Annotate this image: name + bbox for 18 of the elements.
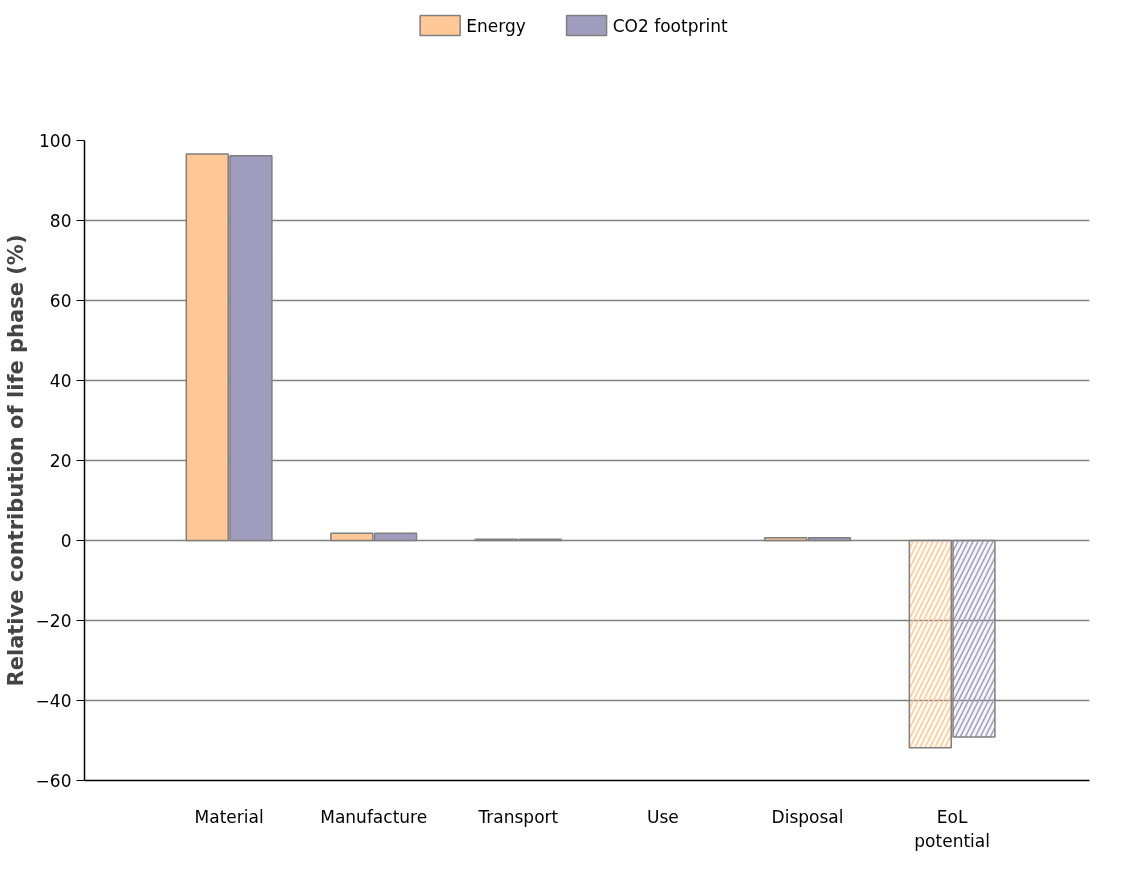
legend-label: Energy — [466, 15, 526, 36]
y-tick-label: 80 — [49, 211, 72, 231]
y-tick-label: 40 — [49, 371, 72, 391]
y-tick-label: 60 — [49, 291, 72, 311]
y-tick-label: −20 — [35, 611, 72, 631]
y-tick-label: 100 — [39, 131, 72, 151]
y-axis-title: Relative contribution of life phase (%) — [3, 234, 28, 687]
legend-label: CO2 footprint — [612, 15, 728, 36]
x-tick-label: EoL potential — [914, 806, 990, 851]
y-tick-label: 20 — [49, 451, 72, 471]
x-tick-label: Transport — [477, 806, 559, 827]
x-tick-label: Manufacture — [320, 806, 428, 827]
x-tick-label: Material — [194, 806, 264, 827]
x-tick-label: Use — [647, 806, 679, 827]
x-tick-label: Disposal — [771, 806, 844, 827]
y-tick-label: 0 — [60, 531, 72, 551]
y-tick-label: −60 — [35, 771, 72, 791]
y-tick-label: −40 — [35, 691, 72, 711]
